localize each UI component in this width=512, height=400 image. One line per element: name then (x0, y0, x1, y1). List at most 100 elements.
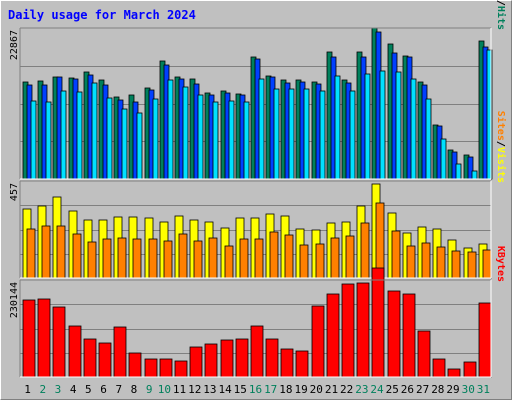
x-tick-label-day-11: 11 (173, 383, 186, 396)
bar-pages-day-15 (243, 101, 250, 180)
x-tick-label-day-4: 4 (70, 383, 77, 396)
bar-sites-day-15 (239, 238, 249, 279)
bar-kbytes-day-10 (159, 358, 173, 378)
bar-pages-day-21 (334, 75, 341, 180)
bar-pages-day-14 (228, 100, 235, 180)
bar-kbytes-day-7 (113, 326, 127, 378)
bar-pages-day-28 (440, 138, 447, 180)
legend-kbytes: KBytes (495, 246, 506, 282)
panel-pages-files-hits: 22867 Pages/Files/Hits (9, 0, 507, 180)
x-tick-label-day-28: 28 (431, 383, 444, 396)
bar-sites-day-16 (254, 238, 264, 279)
bar-kbytes-day-5 (83, 338, 97, 378)
bar-sites-day-25 (391, 230, 401, 279)
bar-pages-day-20 (319, 90, 326, 180)
bar-pages-day-13 (212, 101, 219, 180)
x-tick-label-day-19: 19 (294, 383, 307, 396)
bar-pages-day-30 (471, 170, 478, 180)
bar-pages-day-5 (91, 82, 98, 180)
bar-pages-day-12 (197, 94, 204, 180)
x-tick-label-day-25: 25 (386, 383, 399, 396)
bar-sites-day-21 (330, 237, 340, 279)
bar-kbytes-day-19 (295, 350, 309, 378)
x-tick-label-day-13: 13 (203, 383, 216, 396)
bar-pages-day-16 (258, 78, 265, 180)
bar-sites-day-8 (132, 238, 142, 279)
bar-sites-day-27 (421, 242, 431, 279)
plot-border (19, 180, 492, 279)
panel-kbytes: 230144 KBytes (9, 246, 506, 378)
bar-kbytes-day-2 (37, 298, 51, 378)
bar-pages-day-4 (76, 91, 83, 180)
bar-kbytes-day-6 (98, 342, 112, 378)
chart-title: Daily usage for March 2024 (8, 8, 196, 22)
bar-sites-day-3 (56, 225, 66, 279)
bar-kbytes-day-21 (326, 293, 340, 378)
bar-pages-day-17 (273, 88, 280, 180)
x-tick-label-day-30: 30 (462, 383, 475, 396)
bar-sites-day-19 (299, 244, 309, 279)
x-tick-label-day-1: 1 (24, 383, 31, 396)
bar-pages-day-2 (45, 101, 52, 180)
bar-kbytes-day-29 (447, 368, 461, 378)
x-tick-label-day-29: 29 (446, 383, 459, 396)
bar-sites-day-6 (102, 238, 112, 279)
bar-kbytes-day-30 (463, 361, 477, 378)
legend-separator: / (495, 141, 506, 147)
bar-pages-day-29 (455, 163, 462, 180)
bar-sites-day-26 (406, 245, 416, 279)
bar-sites-day-5 (87, 241, 97, 279)
bar-kbytes-day-28 (432, 358, 446, 378)
bar-sites-day-24 (375, 202, 385, 279)
bar-sites-day-22 (345, 235, 355, 279)
x-tick-label-day-14: 14 (218, 383, 232, 396)
x-tick-label-day-10: 10 (158, 383, 171, 396)
plot-border (19, 27, 492, 180)
x-axis-labels: 1 2 3 4 5 6 7 8 9 10 11 12 13 14 15 16 17 18 19 20 21 22 23 24 2… (24, 383, 490, 396)
bar-kbytes-day-22 (341, 283, 355, 378)
y-max-label: 230144 (9, 282, 20, 318)
x-tick-label-day-12: 12 (188, 383, 201, 396)
bar-pages-day-6 (106, 97, 113, 180)
x-tick-label-day-31: 31 (477, 383, 490, 396)
x-tick-label-day-18: 18 (279, 383, 292, 396)
bar-sites-day-9 (148, 238, 158, 279)
bar-sites-day-18 (284, 234, 294, 279)
legend-kbytes: KBytes (495, 246, 506, 282)
bar-kbytes-day-15 (235, 338, 249, 378)
bar-kbytes-day-27 (417, 330, 431, 378)
bar-kbytes-day-11 (174, 360, 188, 378)
bar-sites-day-31 (482, 249, 492, 279)
bar-kbytes-day-24 (371, 267, 385, 378)
bar-pages-day-23 (364, 73, 371, 180)
legend-pages-files-hits: Pages/Files/Hits (495, 0, 507, 30)
x-tick-label-day-9: 9 (146, 383, 153, 396)
bar-sites-day-28 (436, 246, 446, 279)
bar-sites-day-20 (315, 243, 325, 279)
x-tick-label-day-3: 3 (55, 383, 62, 396)
bar-sites-day-7 (117, 237, 127, 279)
legend-sites: Sites (495, 111, 507, 141)
bar-kbytes-day-26 (402, 293, 416, 378)
plot-border (19, 279, 492, 378)
legend-visits: Visits (495, 147, 507, 183)
bar-kbytes-day-17 (265, 338, 279, 378)
bar-pages-day-3 (60, 90, 67, 180)
x-tick-label-day-24: 24 (370, 383, 384, 396)
bar-pages-day-1 (30, 100, 37, 180)
bar-pages-day-11 (182, 86, 189, 180)
bar-sites-day-17 (269, 231, 279, 279)
bar-sites-day-11 (178, 233, 188, 279)
x-tick-label-day-2: 2 (39, 383, 46, 396)
bar-sites-day-14 (224, 245, 234, 279)
x-tick-label-day-15: 15 (234, 383, 247, 396)
bar-kbytes-day-8 (128, 352, 142, 378)
x-tick-label-day-20: 20 (310, 383, 323, 396)
bar-pages-day-27 (425, 98, 432, 180)
bar-pages-day-7 (121, 108, 128, 180)
bar-sites-day-29 (451, 250, 461, 279)
bar-kbytes-day-16 (250, 325, 264, 378)
x-tick-label-day-16: 16 (249, 383, 262, 396)
y-max-label: 457 (9, 183, 20, 201)
bar-sites-day-4 (72, 233, 82, 279)
